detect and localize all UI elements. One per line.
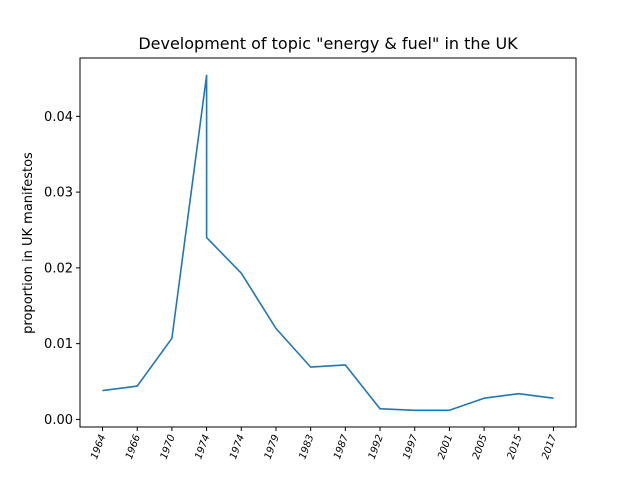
x-tick-label: 1970 (159, 433, 178, 461)
x-axis: 1964 1966 1970 1974 1974 1979 1983 1987 1992 1997… (89, 427, 560, 461)
x-tick-label: 1997 (401, 433, 420, 461)
x-tick-label: 2005 (471, 433, 490, 461)
y-tick-label: 0.03 (44, 186, 73, 201)
x-tick-label: 2015 (506, 433, 525, 461)
x-tick-label: 1964 (89, 433, 108, 461)
x-tick-label: 1983 (297, 433, 316, 461)
x-tick-label: 1974 (228, 433, 247, 461)
x-tick-label: 1987 (332, 433, 351, 461)
x-tick-label: 1992 (367, 433, 386, 461)
y-tick-label: 0.02 (44, 261, 73, 276)
chart-title: Development of topic "energy & fuel" in … (138, 34, 518, 53)
axes-frame (79, 57, 577, 428)
y-axis: 0.00 0.01 0.02 0.03 0.04 (44, 110, 80, 428)
y-axis-label: proportion in UK manifestos (21, 152, 36, 334)
x-tick-label: 1974 (193, 433, 212, 461)
x-tick-label: 1979 (263, 433, 282, 461)
y-tick-label: 0.00 (44, 413, 73, 428)
x-tick-label: 1966 (124, 433, 143, 461)
x-tick-label: 2017 (540, 433, 559, 461)
plot-area (102, 74, 554, 412)
y-tick-label: 0.01 (44, 337, 73, 352)
y-tick-label: 0.04 (44, 110, 73, 125)
x-tick-label: 2001 (436, 433, 455, 461)
series-line (102, 74, 554, 412)
